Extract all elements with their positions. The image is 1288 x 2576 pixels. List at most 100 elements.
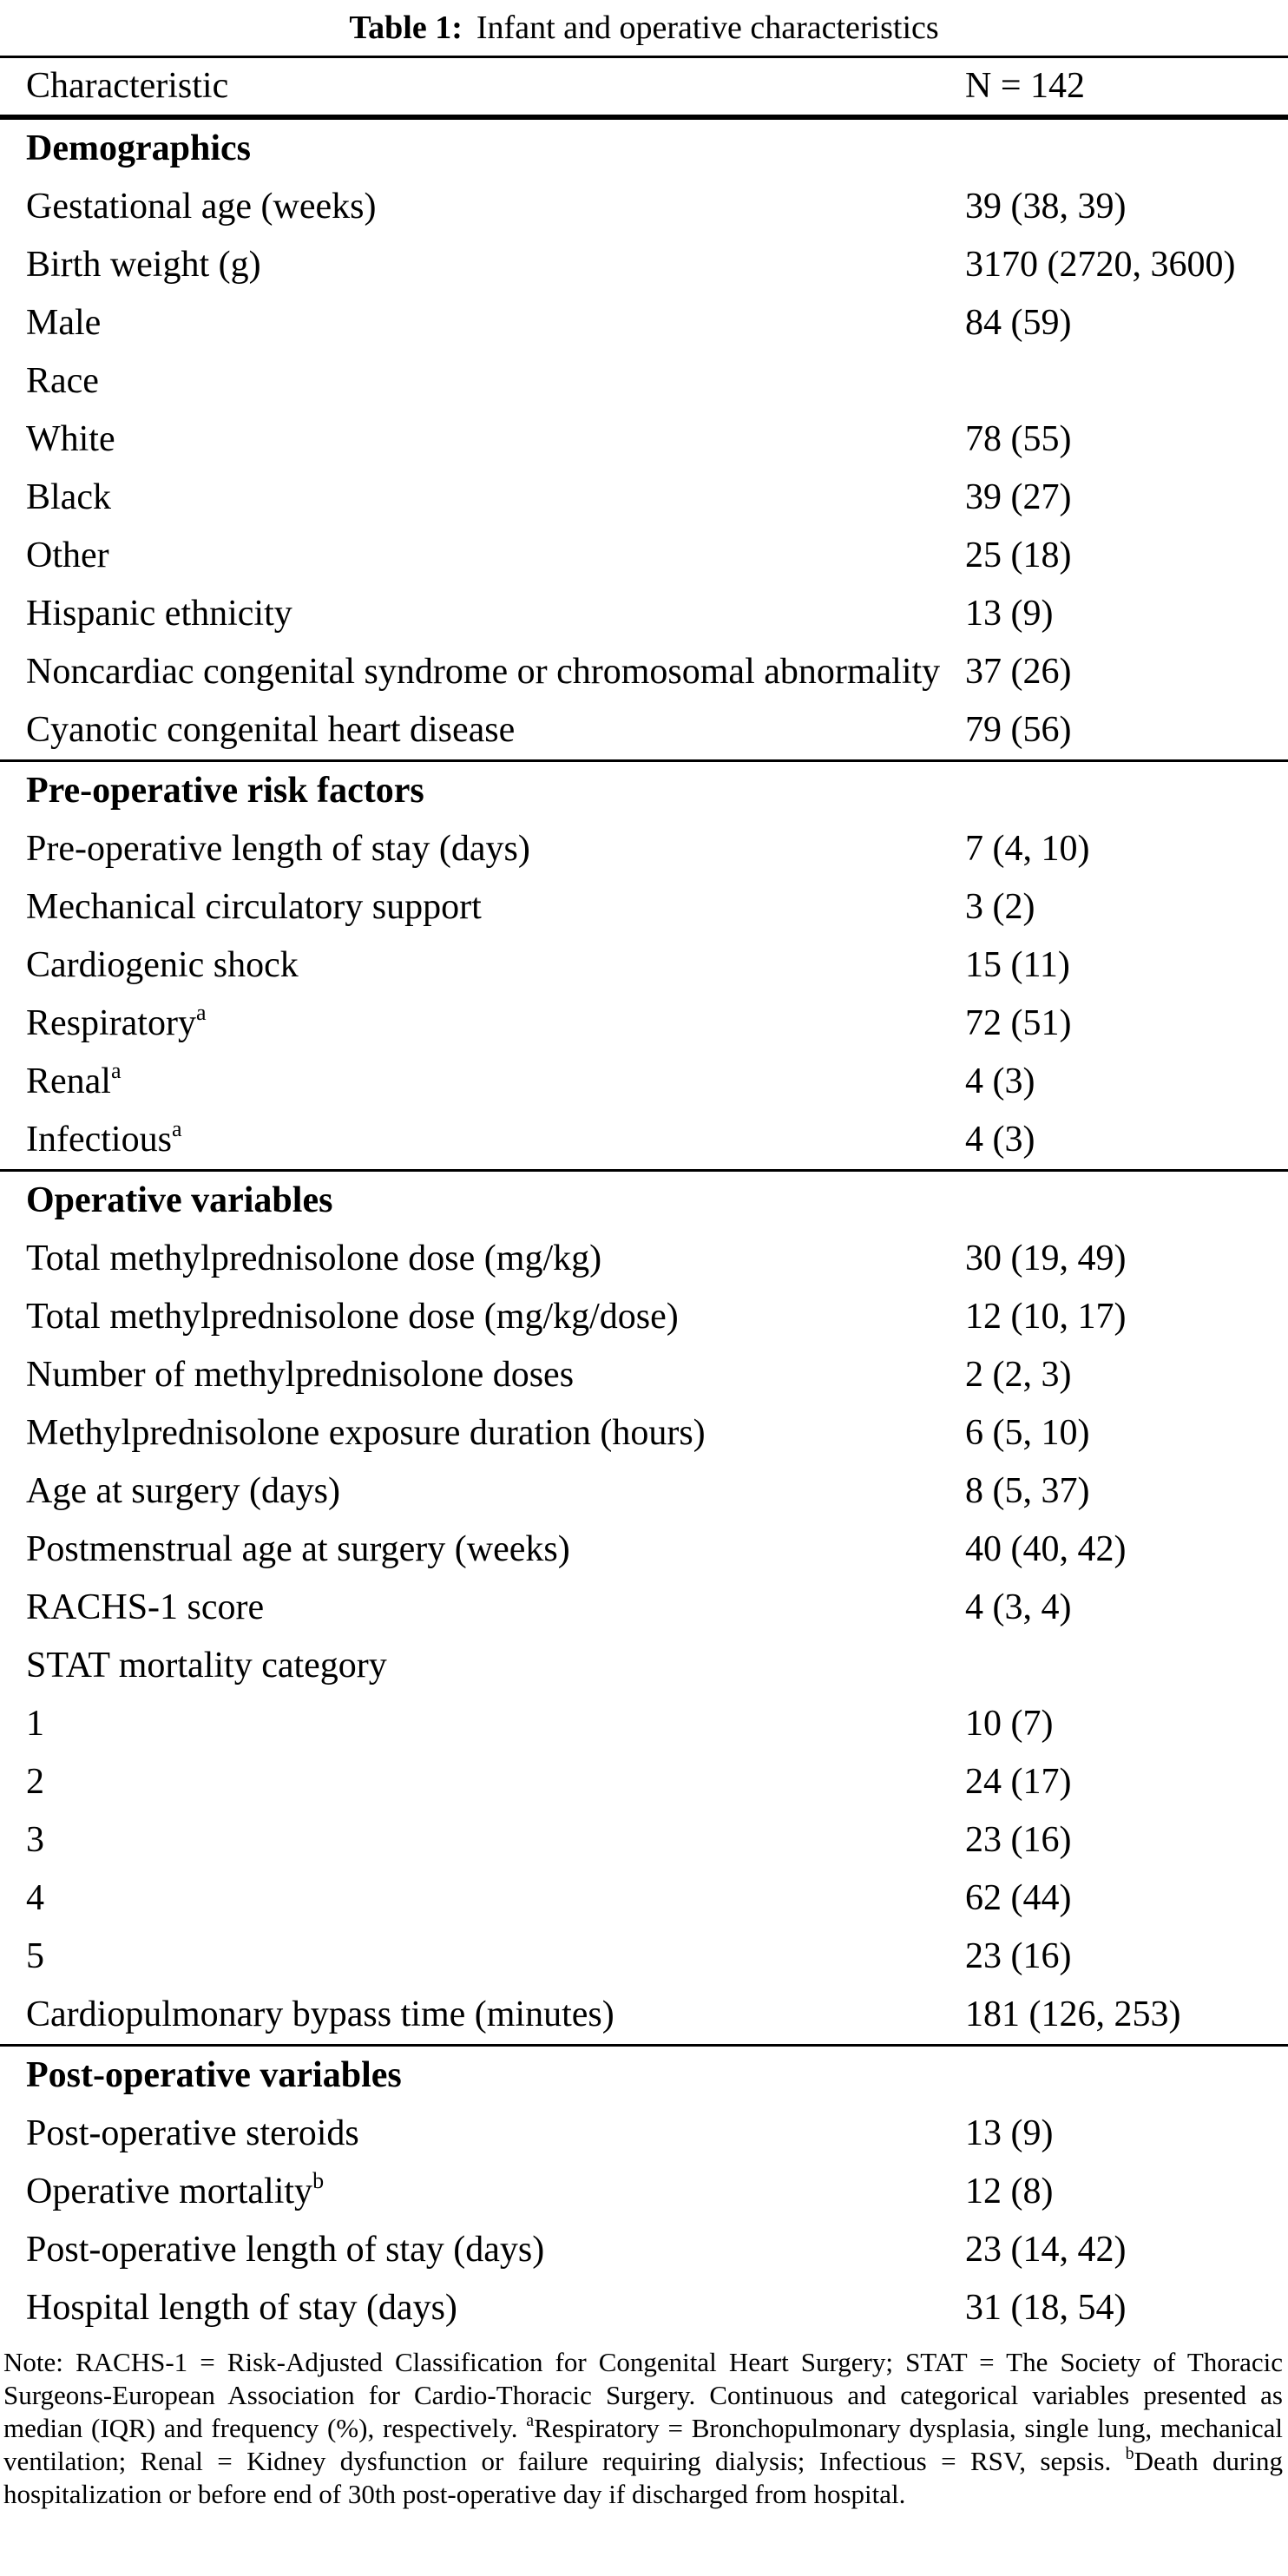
row-label-cell: 3 xyxy=(0,1811,965,1870)
row-value: 37 (26) xyxy=(965,652,1072,692)
section-header-row: Pre-operative risk factors xyxy=(0,762,1288,820)
section-header-spacer xyxy=(965,762,1288,820)
footnote-marker: b xyxy=(312,2168,325,2193)
row-label: Birth weight (g) xyxy=(26,245,261,285)
table-row: Total methylprednisolone dose (mg/kg/dos… xyxy=(0,1288,1288,1346)
row-label: Cardiopulmonary bypass time (minutes) xyxy=(26,1994,614,2034)
table-row: STAT mortality category xyxy=(0,1637,1288,1695)
row-label: Black xyxy=(26,477,111,517)
row-value: 24 (17) xyxy=(965,1762,1072,1802)
row-value-cell: 7 (4, 10) xyxy=(965,820,1288,878)
section-header-row: Operative variables xyxy=(0,1172,1288,1230)
row-label-cell: Other xyxy=(0,527,965,585)
row-label: Respiratory xyxy=(26,1003,196,1043)
row-label-cell: Post-operative steroids xyxy=(0,2105,965,2163)
row-value-cell: 84 (59) xyxy=(965,294,1288,352)
footnote-text: Respiratory = Bronchopulmonary dysplasia… xyxy=(3,2413,1283,2476)
row-value: 10 (7) xyxy=(965,1704,1054,1744)
row-label: 2 xyxy=(26,1762,44,1802)
row-value: 8 (5, 37) xyxy=(965,1471,1090,1511)
row-value: 23 (16) xyxy=(965,1820,1072,1860)
table-row: Other 25 (18) xyxy=(0,527,1288,585)
section-header-label: Pre-operative risk factors xyxy=(26,771,424,811)
row-value: 39 (27) xyxy=(965,477,1072,517)
row-label-cell: 2 xyxy=(0,1753,965,1811)
row-label: 3 xyxy=(26,1820,44,1860)
row-label: Male xyxy=(26,303,102,343)
table-row: 3 23 (16) xyxy=(0,1811,1288,1870)
row-label-cell: Total methylprednisolone dose (mg/kg) xyxy=(0,1230,965,1288)
table-row: 1 10 (7) xyxy=(0,1695,1288,1753)
row-value-cell: 37 (26) xyxy=(965,643,1288,701)
characteristic-column-header: Characteristic xyxy=(26,66,229,106)
section-header-label: Operative variables xyxy=(26,1180,333,1220)
row-label-cell: Cardiogenic shock xyxy=(0,936,965,995)
table-row: Methylprednisolone exposure duration (ho… xyxy=(0,1404,1288,1462)
row-label-cell: Hospital length of stay (days) xyxy=(0,2279,965,2337)
row-label: Operative mortality xyxy=(26,2172,313,2211)
row-value: 7 (4, 10) xyxy=(965,829,1090,869)
section-divider xyxy=(0,2044,1288,2047)
table-row: 5 23 (16) xyxy=(0,1928,1288,1986)
table-row: Post-operative steroids 13 (9) xyxy=(0,2105,1288,2163)
row-value: 62 (44) xyxy=(965,1878,1072,1918)
row-label: RACHS-1 score xyxy=(26,1587,265,1627)
row-label-cell: Renala xyxy=(0,1053,965,1111)
row-label: Total methylprednisolone dose (mg/kg) xyxy=(26,1239,602,1278)
column-header-row: Characteristic N = 142 xyxy=(0,58,1288,117)
row-label-cell: Age at surgery (days) xyxy=(0,1462,965,1521)
row-label-cell: 1 xyxy=(0,1695,965,1753)
row-label: Postmenstrual age at surgery (weeks) xyxy=(26,1529,570,1569)
row-value: 30 (19, 49) xyxy=(965,1239,1127,1278)
row-value-cell: 40 (40, 42) xyxy=(965,1521,1288,1579)
footnote: Note: RACHS-1 = Risk-Adjusted Classifica… xyxy=(0,2337,1288,2511)
row-label: White xyxy=(26,419,115,459)
row-value-cell: 13 (9) xyxy=(965,585,1288,643)
row-label: Hispanic ethnicity xyxy=(26,594,292,634)
table-row: Noncardiac congenital syndrome or chromo… xyxy=(0,643,1288,701)
table-row: Post-operative length of stay (days) 23 (… xyxy=(0,2221,1288,2279)
row-label-cell: Gestational age (weeks) xyxy=(0,178,965,236)
row-value-cell: 4 (3) xyxy=(965,1111,1288,1169)
row-label: Age at surgery (days) xyxy=(26,1471,340,1511)
row-value: 13 (9) xyxy=(965,594,1054,634)
table-number-label: Table 1: xyxy=(349,10,463,46)
row-value: 39 (38, 39) xyxy=(965,187,1127,227)
table-row: Cardiopulmonary bypass time (minutes) 181… xyxy=(0,1986,1288,2044)
row-value-cell: 23 (14, 42) xyxy=(965,2221,1288,2279)
row-label: Cyanotic congenital heart disease xyxy=(26,710,516,750)
row-value: 15 (11) xyxy=(965,945,1070,985)
table-row: Number of methylprednisolone doses 2 (2, … xyxy=(0,1346,1288,1404)
row-label-cell: Infectiousa xyxy=(0,1111,965,1169)
n-column-header: N = 142 xyxy=(965,66,1086,106)
row-value-cell xyxy=(965,1637,1288,1695)
section-header-spacer xyxy=(965,1172,1288,1230)
row-label: Infectious xyxy=(26,1120,172,1160)
table-row: Renala 4 (3) xyxy=(0,1053,1288,1111)
section-divider xyxy=(0,759,1288,762)
row-label-cell: 5 xyxy=(0,1928,965,1986)
row-value: 3170 (2720, 3600) xyxy=(965,245,1236,285)
row-value-cell: 39 (38, 39) xyxy=(965,178,1288,236)
section-divider xyxy=(0,117,1288,120)
row-value-cell: 24 (17) xyxy=(965,1753,1288,1811)
row-label: STAT mortality category xyxy=(26,1646,387,1686)
row-label: Post-operative steroids xyxy=(26,2113,359,2153)
row-value: 84 (59) xyxy=(965,303,1072,343)
row-value: 12 (10, 17) xyxy=(965,1297,1127,1337)
table-row: Cyanotic congenital heart disease 79 (56) xyxy=(0,701,1288,759)
row-value-cell: 15 (11) xyxy=(965,936,1288,995)
row-value-cell: 23 (16) xyxy=(965,1928,1288,1986)
row-value-cell: 30 (19, 49) xyxy=(965,1230,1288,1288)
row-label-cell: Race xyxy=(0,352,965,411)
row-label: Other xyxy=(26,536,109,575)
row-label-cell: 4 xyxy=(0,1870,965,1928)
row-label: Gestational age (weeks) xyxy=(26,187,377,227)
row-value-cell: 72 (51) xyxy=(965,995,1288,1053)
row-label: Pre-operative length of stay (days) xyxy=(26,829,530,869)
footnote-marker: a xyxy=(110,1058,122,1083)
section-header-label: Post-operative variables xyxy=(26,2055,402,2095)
row-label: Total methylprednisolone dose (mg/kg/dos… xyxy=(26,1297,679,1337)
table-row: Respiratorya 72 (51) xyxy=(0,995,1288,1053)
